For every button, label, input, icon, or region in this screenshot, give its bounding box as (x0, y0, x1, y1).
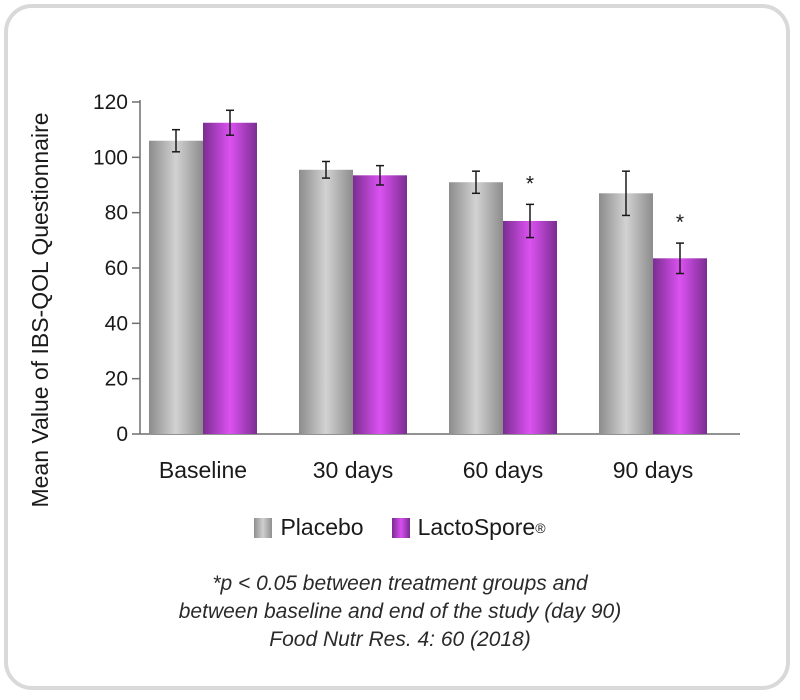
legend-item-lactospore: LactoSpore ® (391, 514, 546, 541)
legend-trademark: ® (535, 519, 546, 536)
footnote: *p < 0.05 between treatment groups and b… (0, 570, 800, 654)
x-category-label: 60 days (463, 457, 544, 483)
bar-placebo (149, 140, 203, 434)
x-category-label: 30 days (313, 457, 394, 483)
error-bar (526, 203, 534, 239)
legend-item-placebo: Placebo (254, 514, 364, 541)
bar-lactospore (503, 220, 557, 434)
x-category-label: 90 days (613, 457, 694, 483)
y-tick-label: 80 (105, 202, 128, 225)
error-bar (226, 109, 234, 136)
bar-lactospore (203, 122, 257, 434)
bar-placebo (449, 182, 503, 434)
bar-lactospore (653, 258, 707, 434)
error-bar (322, 160, 330, 179)
y-axis-label: Mean Value of IBS-QOL Questionnaire (27, 112, 53, 507)
legend: Placebo LactoSpore ® (0, 514, 800, 541)
footnote-line-1: *p < 0.05 between treatment groups and (212, 572, 588, 595)
x-category-label: Baseline (159, 457, 247, 483)
y-tick-label: 120 (93, 91, 128, 114)
error-bar (622, 170, 630, 217)
y-tick-label: 60 (105, 257, 128, 280)
y-tick-label: 100 (93, 146, 128, 169)
legend-swatch-placebo (254, 517, 273, 538)
error-bar (676, 242, 684, 275)
legend-label-placebo: Placebo (280, 514, 364, 540)
significance-marker: * (526, 172, 534, 195)
error-bar (472, 170, 480, 195)
y-tick-label: 0 (116, 423, 128, 446)
y-tick-label: 40 (105, 312, 128, 335)
error-bar (172, 128, 180, 153)
bar-placebo (599, 193, 653, 434)
footnote-line-3: Food Nutr Res. 4: 60 (2018) (269, 628, 531, 651)
significance-marker: * (676, 211, 684, 234)
bar-placebo (299, 169, 353, 435)
error-bar (376, 164, 384, 186)
bar-lactospore (353, 175, 407, 435)
legend-label-lactospore: LactoSpore (417, 514, 536, 540)
y-tick-label: 20 (105, 368, 128, 391)
footnote-line-2: between baseline and end of the study (d… (178, 600, 622, 623)
legend-swatch-lactospore (391, 517, 410, 538)
